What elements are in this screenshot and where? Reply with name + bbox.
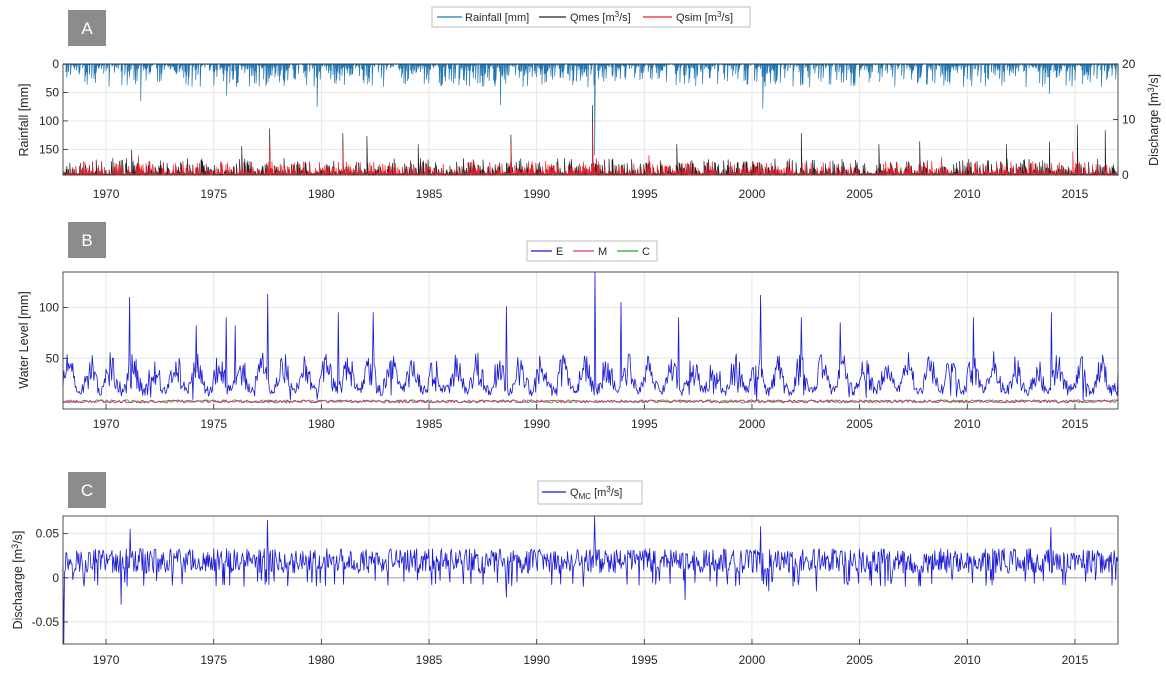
x-tick-label: 1985 bbox=[416, 653, 443, 667]
x-tick-label: 1980 bbox=[308, 653, 335, 667]
x-tick-label: 1990 bbox=[523, 417, 550, 431]
x-tick-label: 2000 bbox=[739, 653, 766, 667]
legend-e-label: E bbox=[556, 246, 563, 258]
x-tick-label: 2000 bbox=[739, 417, 766, 431]
x-tick-label: 1980 bbox=[308, 417, 335, 431]
x-tick-label: 1995 bbox=[631, 653, 658, 667]
x-tick-label: 2010 bbox=[954, 653, 981, 667]
panel-a-series bbox=[62, 63, 1119, 176]
x-tick-label: 1970 bbox=[93, 417, 120, 431]
panel-c-legend bbox=[537, 480, 643, 505]
panel-c: C QMC [m3/s] 1970 1975 1980 1985 1990 1995 200… bbox=[10, 472, 1119, 667]
y-tick-label: -0.05 bbox=[32, 615, 60, 629]
y-tick-label: 50 bbox=[46, 351, 60, 365]
m-series bbox=[62, 399, 1119, 404]
panel-c-badge bbox=[68, 472, 106, 508]
y-tick-label: 100 bbox=[39, 301, 59, 315]
x-tick-label: 1990 bbox=[523, 653, 550, 667]
panel-c-ylabel: Dischaarge [m3/s] bbox=[10, 531, 25, 630]
panel-a: A Rainfall [mm] Qmes [m3/s] Qsim [m3/s] … bbox=[17, 6, 1161, 201]
x-tick-label: 1975 bbox=[200, 653, 227, 667]
panel-c-badge-label: C bbox=[81, 481, 93, 500]
x-tick-label: 1975 bbox=[200, 417, 227, 431]
panel-a-ylabel-right: Discharge [m3/s] bbox=[1146, 74, 1161, 166]
legend-qsim-label: Qsim [m3/s] bbox=[676, 10, 733, 24]
x-tick-label: 1975 bbox=[200, 187, 227, 201]
rainfall-series bbox=[62, 63, 1119, 156]
qmc-series bbox=[62, 515, 1119, 645]
x-tick-label: 1985 bbox=[416, 417, 443, 431]
e-series bbox=[62, 271, 1119, 401]
legend-qmc-label: QMC [m3/s] bbox=[570, 485, 622, 501]
panel-b: B E M C 1970 1975 1980 1985 1990 1995 2000 2005… bbox=[17, 222, 1119, 431]
x-tick-label: 2005 bbox=[846, 187, 873, 201]
x-tick-label: 1970 bbox=[93, 653, 120, 667]
x-tick-label: 1995 bbox=[631, 187, 658, 201]
x-tick-label: 2005 bbox=[846, 417, 873, 431]
x-tick-label: 2015 bbox=[1062, 187, 1089, 201]
y-tick-label: 100 bbox=[39, 114, 59, 128]
y-right-tick-label: 10 bbox=[1122, 113, 1136, 127]
y-tick-label: 150 bbox=[39, 142, 59, 156]
panel-b-axes-box bbox=[62, 271, 1119, 410]
panel-a-axes-box bbox=[62, 63, 1119, 176]
x-tick-label: 2000 bbox=[739, 187, 766, 201]
x-tick-label: 2010 bbox=[954, 417, 981, 431]
panel-c-ticks: 1970 1975 1980 1985 1990 1995 2000 2005 2010 2015… bbox=[32, 527, 1089, 667]
y-tick-label: 0.05 bbox=[36, 527, 60, 541]
legend-rainfall-label: Rainfall [mm] bbox=[465, 12, 529, 24]
x-tick-label: 1985 bbox=[416, 187, 443, 201]
x-tick-label: 1995 bbox=[631, 417, 658, 431]
panel-b-ylabel: Water Level [mm] bbox=[17, 291, 31, 388]
x-tick-label: 2005 bbox=[846, 653, 873, 667]
legend-c-label: C bbox=[642, 246, 650, 258]
legend-m-label: M bbox=[598, 246, 607, 258]
panel-a-ylabel-left: Rainfall [mm] bbox=[17, 84, 31, 157]
y-right-tick-label: 0 bbox=[1122, 168, 1129, 182]
panel-b-badge-label: B bbox=[81, 231, 92, 250]
panel-b-ticks: 1970 1975 1980 1985 1990 1995 2000 2005 2010 2015… bbox=[39, 301, 1089, 431]
panel-b-badge bbox=[68, 222, 106, 258]
panel-a-grid bbox=[63, 63, 1118, 175]
y-right-tick-label: 20 bbox=[1122, 57, 1136, 71]
panel-b-series bbox=[62, 271, 1119, 404]
panel-c-series bbox=[62, 515, 1119, 645]
panel-c-grid bbox=[63, 516, 1118, 644]
panel-b-grid bbox=[63, 272, 1118, 409]
panel-a-legend bbox=[431, 6, 751, 28]
legend-qmes-label: Qmes [m3/s] bbox=[570, 10, 631, 24]
panel-a-badge bbox=[68, 10, 106, 46]
y-tick-label: 0 bbox=[52, 571, 59, 585]
qsim-series bbox=[62, 121, 1119, 176]
y-tick-label: 50 bbox=[46, 85, 60, 99]
x-tick-label: 2015 bbox=[1062, 653, 1089, 667]
x-tick-label: 1970 bbox=[93, 187, 120, 201]
x-tick-label: 2015 bbox=[1062, 417, 1089, 431]
y-tick-label: 0 bbox=[52, 57, 59, 71]
x-tick-label: 1990 bbox=[523, 187, 550, 201]
x-tick-label: 1980 bbox=[308, 187, 335, 201]
panel-c-axes-box bbox=[62, 515, 1119, 645]
x-tick-label: 2010 bbox=[954, 187, 981, 201]
panel-a-ticks: 1970 1975 1980 1985 1990 1995 2000 2005 2010 2015… bbox=[39, 57, 1136, 201]
panel-a-badge-label: A bbox=[81, 19, 93, 38]
